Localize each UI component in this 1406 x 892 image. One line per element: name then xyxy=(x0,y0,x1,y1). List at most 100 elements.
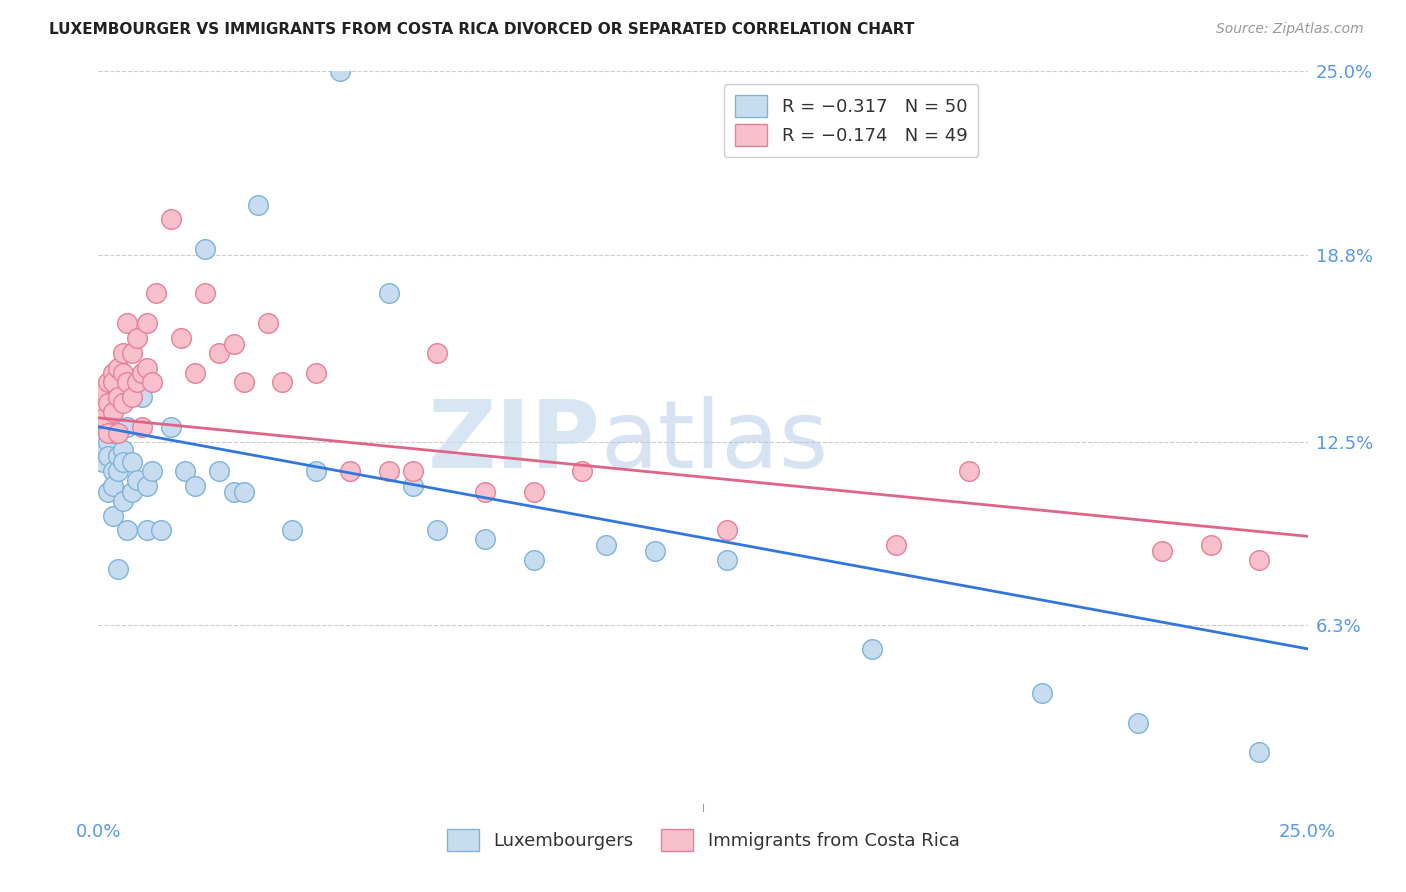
Point xyxy=(131,419,153,434)
Point xyxy=(135,479,157,493)
Point xyxy=(141,376,163,390)
Point xyxy=(194,242,217,256)
Point xyxy=(474,533,496,547)
Point xyxy=(145,286,167,301)
Point xyxy=(1152,544,1174,558)
Point xyxy=(91,443,114,458)
Point xyxy=(101,405,124,419)
Point xyxy=(1249,746,1271,760)
Text: atlas: atlas xyxy=(600,395,828,488)
Point xyxy=(426,345,449,359)
Point xyxy=(169,331,191,345)
Point xyxy=(111,396,134,410)
Point xyxy=(121,390,143,404)
Point xyxy=(97,434,120,449)
Point xyxy=(111,443,134,458)
Point xyxy=(101,479,124,493)
Point xyxy=(91,410,114,425)
Point xyxy=(107,425,129,440)
Point xyxy=(305,464,328,478)
Point xyxy=(222,484,245,499)
Point xyxy=(121,484,143,499)
Point xyxy=(117,524,139,538)
Point xyxy=(194,286,217,301)
Point xyxy=(957,464,980,478)
Point xyxy=(339,464,361,478)
Point xyxy=(107,360,129,375)
Point xyxy=(97,419,120,434)
Point xyxy=(135,316,157,330)
Point xyxy=(1031,686,1053,700)
Point xyxy=(121,345,143,359)
Point xyxy=(101,425,124,440)
Point xyxy=(523,484,546,499)
Point xyxy=(886,538,908,552)
Point xyxy=(117,376,139,390)
Point xyxy=(174,464,197,478)
Point xyxy=(232,376,254,390)
Point xyxy=(377,464,399,478)
Text: Source: ZipAtlas.com: Source: ZipAtlas.com xyxy=(1216,22,1364,37)
Point xyxy=(111,493,134,508)
Point xyxy=(860,641,883,656)
Point xyxy=(101,464,124,478)
Point xyxy=(184,479,207,493)
Point xyxy=(91,384,114,399)
Point xyxy=(111,455,134,469)
Point xyxy=(131,390,153,404)
Point xyxy=(329,64,352,78)
Point xyxy=(402,464,425,478)
Point xyxy=(523,553,546,567)
Point xyxy=(135,360,157,375)
Point xyxy=(101,376,124,390)
Point xyxy=(111,345,134,359)
Point xyxy=(271,376,294,390)
Point xyxy=(426,524,449,538)
Point xyxy=(232,484,254,499)
Point xyxy=(97,396,120,410)
Point xyxy=(91,434,114,449)
Point xyxy=(377,286,399,301)
Point xyxy=(101,508,124,523)
Point xyxy=(107,562,129,576)
Point xyxy=(716,553,738,567)
Point xyxy=(571,464,593,478)
Point xyxy=(107,464,129,478)
Point xyxy=(1128,715,1150,730)
Point xyxy=(97,450,120,464)
Point xyxy=(97,376,120,390)
Point xyxy=(135,524,157,538)
Text: LUXEMBOURGER VS IMMIGRANTS FROM COSTA RICA DIVORCED OR SEPARATED CORRELATION CHA: LUXEMBOURGER VS IMMIGRANTS FROM COSTA RI… xyxy=(49,22,914,37)
Point xyxy=(305,367,328,381)
Point xyxy=(107,450,129,464)
Y-axis label: Divorced or Separated: Divorced or Separated xyxy=(0,348,8,535)
Point xyxy=(184,367,207,381)
Point xyxy=(281,524,304,538)
Point xyxy=(117,419,139,434)
Point xyxy=(716,524,738,538)
Point xyxy=(644,544,666,558)
Point xyxy=(101,367,124,381)
Point xyxy=(1249,553,1271,567)
Point xyxy=(1199,538,1222,552)
Point xyxy=(97,484,120,499)
Point xyxy=(256,316,278,330)
Point xyxy=(91,455,114,469)
Point xyxy=(474,484,496,499)
Text: ZIP: ZIP xyxy=(427,395,600,488)
Point xyxy=(131,367,153,381)
Legend: Luxembourgers, Immigrants from Costa Rica: Luxembourgers, Immigrants from Costa Ric… xyxy=(439,822,967,858)
Point xyxy=(402,479,425,493)
Point xyxy=(160,419,183,434)
Point xyxy=(127,331,149,345)
Point xyxy=(127,376,149,390)
Point xyxy=(107,390,129,404)
Point xyxy=(127,473,149,487)
Point xyxy=(121,455,143,469)
Point xyxy=(117,316,139,330)
Point xyxy=(97,425,120,440)
Point xyxy=(208,464,231,478)
Point xyxy=(222,336,245,351)
Point xyxy=(111,367,134,381)
Point xyxy=(208,345,231,359)
